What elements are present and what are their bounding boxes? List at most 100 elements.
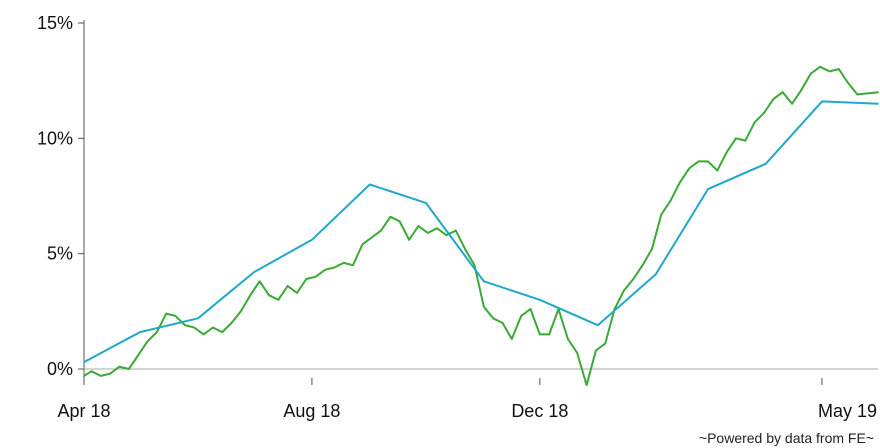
y-tick-label: 5% [47,244,73,264]
y-tick-label: 15% [37,13,73,33]
series-point [352,264,354,267]
series-point [83,375,85,377]
series-point [296,292,298,294]
series-point [137,354,139,357]
series-point [342,262,345,264]
series-point [838,68,840,70]
series-point [791,102,793,105]
series-point [688,167,691,170]
series-point [809,72,812,75]
series-point [305,278,308,280]
series-point [847,82,849,84]
series-point [268,294,270,297]
series-point [753,121,756,123]
series-point [202,333,205,336]
series-point [197,317,199,320]
series-point [821,100,823,103]
series-point [576,352,578,354]
series-point [212,326,214,329]
series-point [597,324,599,327]
series-point [455,229,457,232]
series-point [856,93,859,96]
series-point [772,98,775,100]
series-point [877,102,879,105]
series-line-green [83,65,879,387]
x-axis-ticks: Apr 18 Aug 18 Dec 18 May 19 [57,378,877,421]
series-point [632,278,635,280]
series-point [567,338,569,340]
series-point [539,299,541,301]
series-point [139,331,141,333]
series-point [193,326,195,329]
series-point [417,225,420,227]
series-point [221,331,223,333]
series-point [90,370,93,373]
series-point [716,169,719,172]
series-point [707,160,709,163]
series-point [425,202,427,204]
y-axis-ticks: 0% 5% 10% 15% [37,13,84,379]
series-point [492,317,494,320]
series-point [109,372,111,375]
series-point [258,280,261,283]
series-point [707,188,709,190]
series-point [660,213,663,216]
series-point [781,91,784,93]
series-point [389,216,392,218]
series-point [146,340,149,343]
y-tick-label: 0% [47,359,73,379]
series-point [529,308,532,310]
series-point [324,269,326,271]
series-line-blue [83,100,879,363]
x-tick-label: Apr 18 [57,401,110,421]
series-point [623,289,625,292]
data-credit: ~Powered by data from FE~ [698,430,874,446]
series-layer [83,65,879,387]
series-point [286,285,289,287]
series-point [501,322,504,324]
series-point [249,294,252,297]
series-point [548,333,550,336]
series-point [520,315,522,317]
series-point [511,338,513,340]
series-point [483,280,485,283]
series-point [725,151,728,153]
series-point [240,310,242,313]
x-tick-label: Aug 18 [283,401,340,421]
series-point [539,333,541,336]
series-point [427,232,429,234]
series-point [473,264,476,267]
x-tick-label: May 19 [818,401,877,421]
series-point [380,229,382,232]
series-point [314,275,317,278]
series-point [370,236,373,239]
series-point [445,234,448,236]
series-point [679,181,681,183]
series-point [398,220,401,223]
series-point [369,183,371,186]
series-point [333,266,336,269]
series-point [253,271,255,273]
series-point [819,66,821,68]
series-point [651,248,653,250]
series-point [800,89,803,91]
series-point [361,243,364,246]
series-point [877,91,879,93]
series-point [765,162,767,165]
series-point [744,139,747,142]
series-point [311,239,313,241]
series-point [277,299,280,301]
series-point [828,70,831,73]
series-point [230,322,233,324]
series-point [604,342,606,345]
series-point [654,273,657,276]
series-point [165,312,167,315]
series-point [184,324,186,327]
series-point [128,368,130,370]
series-point [408,239,410,241]
series-point [735,137,737,140]
series-point [595,349,597,352]
series-point [669,199,672,202]
series-point [174,315,177,317]
